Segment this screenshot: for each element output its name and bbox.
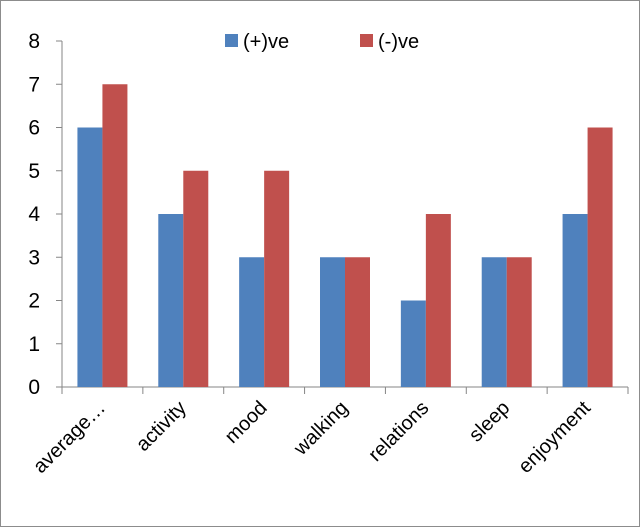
x-category-label: walking	[289, 397, 352, 460]
legend: (+)ve (-)ve	[225, 31, 419, 53]
x-category-label: relations	[364, 397, 433, 466]
bar-negative-enjoyment	[587, 127, 613, 387]
y-tick-label: 4	[28, 203, 40, 226]
y-tick-label: 8	[28, 30, 40, 53]
legend-swatch	[225, 34, 238, 47]
x-category-label: sleep	[465, 397, 514, 446]
bar-positive-mood	[239, 257, 265, 387]
bar-negative-sleep	[506, 257, 532, 387]
legend-swatch	[360, 34, 373, 47]
y-tick-label: 3	[28, 246, 40, 269]
bar-positive-sleep	[481, 257, 507, 387]
y-tick-label: 0	[28, 376, 40, 399]
bar-positive-enjoyment	[562, 214, 588, 387]
y-tick-label: 7	[28, 73, 40, 96]
bar-negative-walking	[345, 257, 370, 387]
x-category-label: activity	[132, 397, 191, 456]
x-category-label: mood	[221, 397, 272, 448]
bar-negative-relations	[425, 214, 451, 387]
legend-label: (-)ve	[378, 31, 419, 53]
x-category-label: enjoyment	[514, 397, 595, 478]
y-tick-label: 2	[28, 290, 40, 313]
bar-negative-average	[102, 84, 128, 387]
bar-positive-activity	[158, 214, 184, 387]
y-tick-label: 6	[28, 117, 40, 140]
x-axis: average… activity mood walking relations slee…	[29, 386, 629, 478]
y-axis: 0 1 2 3 4 5 6 7 8	[28, 30, 63, 399]
y-tick-label: 1	[28, 333, 40, 356]
bar-positive-walking	[320, 257, 345, 387]
x-category-label: average…	[29, 397, 110, 478]
bar-positive-relations	[400, 300, 426, 387]
legend-label: (+)ve	[243, 31, 289, 53]
y-tick-label: 5	[28, 160, 40, 183]
bar-negative-activity	[183, 170, 209, 387]
bars	[77, 84, 613, 387]
bar-positive-average	[77, 127, 103, 387]
bar-negative-mood	[264, 170, 290, 387]
